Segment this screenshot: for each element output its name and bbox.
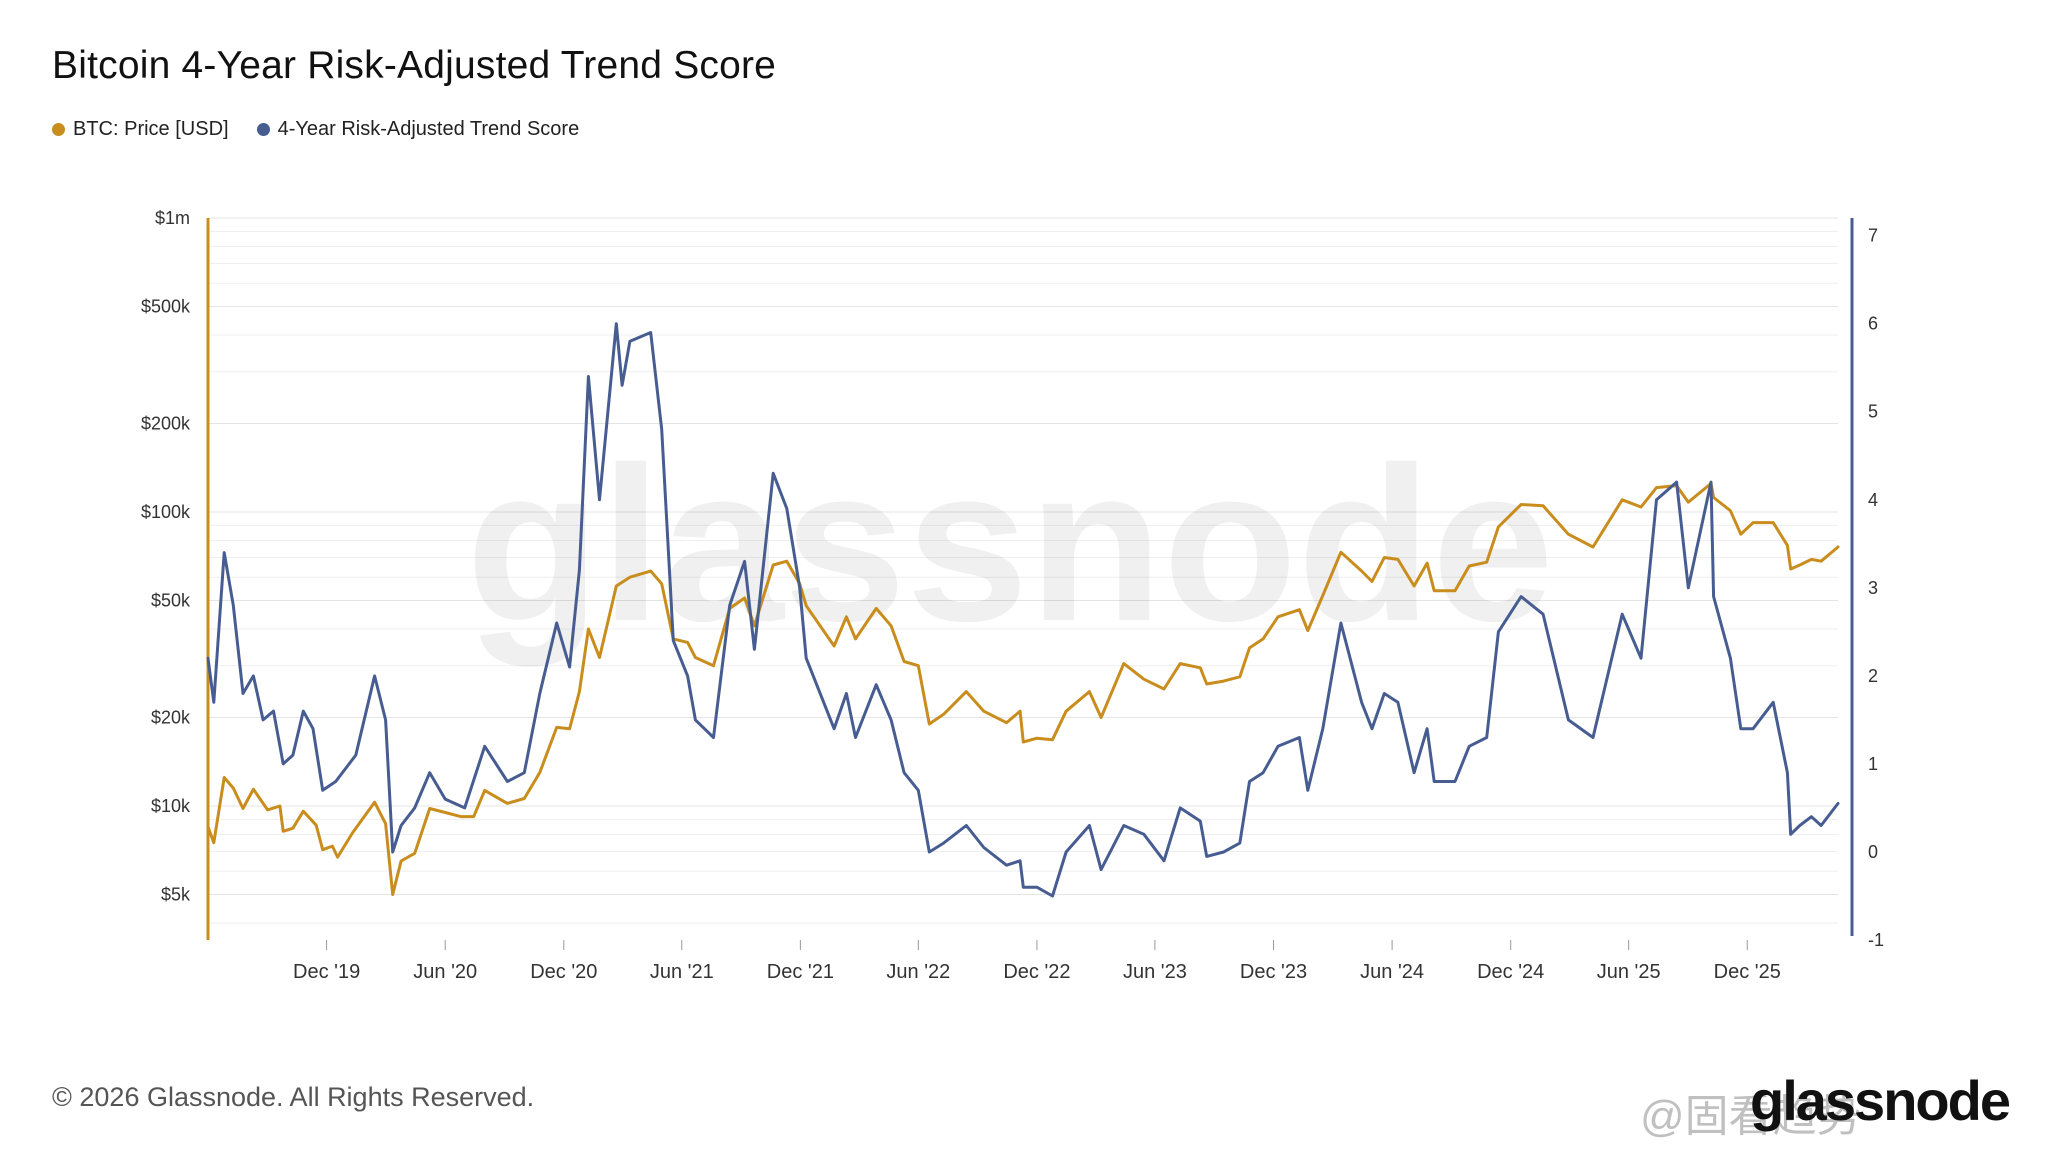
right-axis-tick-label: 5 [1868, 402, 1878, 422]
right-axis-tick-label: 1 [1868, 754, 1878, 774]
left-axis-tick-label: $1m [155, 208, 190, 228]
x-axis-tick-label: Jun '25 [1597, 961, 1661, 983]
x-axis-tick-label: Jun '20 [413, 961, 477, 983]
right-axis-tick-label: 0 [1868, 842, 1878, 862]
x-axis-tick-label: Dec '19 [293, 961, 360, 983]
left-axis-tick-label: $10k [151, 796, 191, 816]
legend-dot-trend-score [256, 123, 270, 136]
legend-label-btc-price: BTC: Price [USD] [73, 118, 229, 140]
right-axis-tick-label: 4 [1868, 490, 1878, 510]
x-axis-tick-label: Jun '21 [650, 961, 714, 983]
right-axis-tick-label: 7 [1868, 226, 1878, 246]
glassnode-logo: glassnode [1750, 1069, 2011, 1132]
chart-title: Bitcoin 4-Year Risk-Adjusted Trend Score [52, 44, 777, 87]
x-axis-tick-label: Jun '23 [1123, 961, 1187, 983]
x-axis-tick-label: Dec '24 [1477, 961, 1544, 983]
copyright-footer: © 2026 Glassnode. All Rights Reserved. [52, 1082, 535, 1112]
right-axis-tick-label: 2 [1868, 666, 1878, 686]
x-axis-tick-label: Dec '20 [530, 961, 597, 983]
left-axis-tick-label: $500k [141, 296, 191, 316]
social-watermark: @固看趋势 [1640, 1092, 1861, 1141]
chart-legend: BTC: Price [USD] 4-Year Risk-Adjusted Tr… [52, 118, 579, 141]
chart-watermark: glassnode [466, 421, 1554, 667]
x-axis-tick-label: Jun '24 [1360, 961, 1424, 983]
x-axis-tick-label: Jun '22 [886, 961, 950, 983]
series-line-btc-price[interactable] [206, 482, 1840, 896]
left-axis-tick-label: $20k [151, 707, 191, 727]
left-axis-tick-label: $5k [161, 884, 191, 904]
x-axis-tick-label: Dec '22 [1003, 961, 1070, 983]
legend-item-trend-score[interactable]: 4-Year Risk-Adjusted Trend Score [256, 118, 580, 141]
left-axis-tick-label: $100k [141, 502, 191, 522]
x-axis-tick-label: Dec '23 [1240, 961, 1307, 983]
left-axis-tick-label: $50k [151, 590, 191, 610]
x-axis-tick-label: Dec '21 [767, 961, 834, 983]
series-line-trend-score[interactable] [206, 322, 1840, 898]
right-axis-tick-label: 6 [1868, 314, 1878, 334]
legend-dot-btc-price [52, 123, 65, 136]
right-axis-tick-label: -1 [1868, 930, 1884, 950]
x-axis-tick-label: Dec '25 [1714, 961, 1781, 983]
legend-item-btc-price[interactable]: BTC: Price [USD] [52, 118, 229, 141]
right-axis-tick-label: 3 [1868, 578, 1878, 598]
legend-label-trend-score: 4-Year Risk-Adjusted Trend Score [277, 118, 580, 140]
left-axis-tick-label: $200k [141, 413, 191, 433]
